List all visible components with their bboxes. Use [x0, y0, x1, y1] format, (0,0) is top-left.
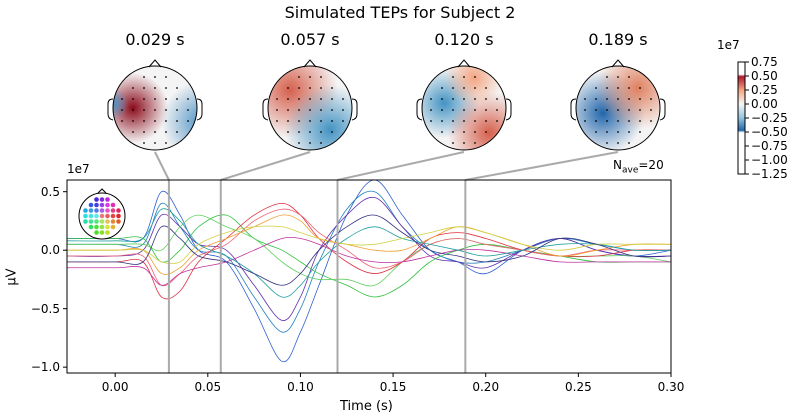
x-tick-label: 0.05 [194, 380, 222, 394]
colorbar-tick-label: −1.00 [751, 153, 788, 167]
colorbar-tick-label: −1.25 [751, 167, 788, 181]
topomap-label-2: 0.057 s [280, 30, 340, 49]
trace-0 [67, 180, 671, 363]
topomap-label-1: 0.029 s [125, 30, 185, 49]
topomap-1 [107, 59, 203, 151]
topomap-2 [262, 59, 358, 151]
trace-10 [67, 225, 671, 265]
axes-frame [66, 179, 672, 374]
colorbar-scale-label: 1e7 [717, 38, 740, 52]
x-tick-label: 0.25 [565, 380, 592, 394]
y-tick-label: −1.0 [30, 360, 60, 375]
trace-2 [67, 196, 671, 321]
trace-7 [67, 214, 671, 275]
y-tick-label: −0.5 [30, 301, 60, 316]
colorbar-tick-label: 0.50 [751, 69, 778, 83]
nave-value: =20 [638, 158, 664, 172]
x-tick-label: 0.20 [472, 380, 500, 394]
trace-4 [67, 214, 671, 287]
topomap-4 [570, 59, 666, 151]
nave-sub: ave [621, 165, 639, 176]
trace-5 [67, 202, 671, 300]
topomap-label-3: 0.120 s [434, 30, 494, 49]
y-scale-label: 1e7 [67, 162, 90, 176]
y-tick-label: 0.5 [40, 184, 60, 199]
topomap-connector [154, 151, 170, 181]
x-axis-label: Time (s) [340, 399, 393, 414]
trace-11 [67, 214, 671, 286]
colorbar-tick-label: 0.00 [751, 97, 778, 111]
topomap-3 [416, 59, 512, 151]
topomap-connector [337, 151, 465, 181]
trace-8 [67, 236, 671, 286]
nave-label: Nave=20 [613, 158, 664, 177]
topomap-label-4: 0.189 s [588, 30, 648, 49]
trace-1 [67, 190, 671, 333]
nave-n: N [613, 158, 622, 172]
sensor-layout-inset [78, 188, 126, 240]
x-tick-label: 0.00 [101, 380, 129, 394]
figure-title: Simulated TEPs for Subject 2 [284, 3, 516, 22]
topomap-connector [465, 151, 619, 181]
colorbar [737, 61, 746, 175]
colorbar-tick-label: −0.25 [751, 111, 788, 125]
x-tick-label: 0.15 [379, 380, 407, 394]
topomap-connector [220, 151, 311, 181]
x-tick-label: 0.30 [657, 380, 685, 394]
y-tick-label: 0.0 [40, 243, 60, 258]
x-tick-label: 0.10 [287, 380, 314, 394]
colorbar-tick-label: −0.50 [751, 125, 788, 139]
colorbar-tick-label: 0.75 [751, 55, 778, 69]
colorbar-tick-label: −0.75 [751, 139, 788, 153]
colorbar-tick-label: 0.25 [751, 83, 778, 97]
